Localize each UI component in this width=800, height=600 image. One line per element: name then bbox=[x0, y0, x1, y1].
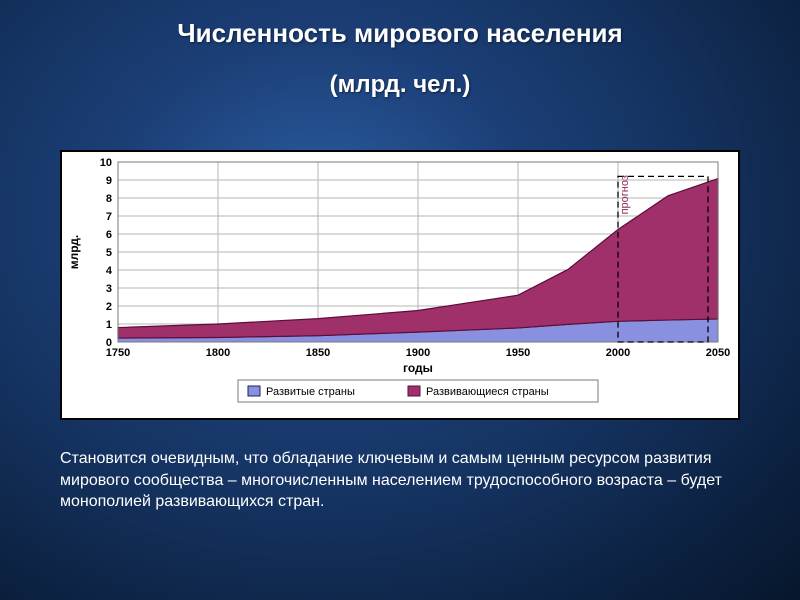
legend-label: Развивающиеся страны bbox=[426, 386, 549, 398]
svg-text:2000: 2000 bbox=[606, 347, 630, 359]
svg-text:6: 6 bbox=[106, 229, 112, 241]
svg-text:1850: 1850 bbox=[306, 347, 330, 359]
svg-text:2: 2 bbox=[106, 301, 112, 313]
svg-text:2050: 2050 bbox=[706, 347, 730, 359]
svg-text:3: 3 bbox=[106, 283, 112, 295]
legend-swatch bbox=[408, 386, 420, 396]
legend-label: Развитые страны bbox=[266, 386, 355, 398]
forecast-label: прогноз bbox=[619, 175, 631, 214]
title-block: Численность мирового населения (млрд. че… bbox=[0, 0, 800, 99]
svg-text:7: 7 bbox=[106, 211, 112, 223]
svg-text:5: 5 bbox=[106, 247, 112, 259]
slide-subtitle: (млрд. чел.) bbox=[0, 71, 800, 99]
svg-text:4: 4 bbox=[106, 265, 113, 277]
svg-text:9: 9 bbox=[106, 175, 112, 187]
svg-text:10: 10 bbox=[100, 157, 112, 169]
svg-text:8: 8 bbox=[106, 193, 112, 205]
svg-text:1900: 1900 bbox=[406, 347, 430, 359]
x-axis-label: годы bbox=[403, 361, 433, 375]
svg-text:1750: 1750 bbox=[106, 347, 130, 359]
y-axis-label: млрд. bbox=[67, 235, 81, 269]
svg-text:1800: 1800 bbox=[206, 347, 230, 359]
slide-title: Численность мирового населения bbox=[0, 18, 800, 49]
slide: Численность мирового населения (млрд. че… bbox=[0, 0, 800, 600]
svg-text:1950: 1950 bbox=[506, 347, 530, 359]
population-chart: 0123456789101750180018501900195020002050… bbox=[60, 150, 740, 420]
svg-text:1: 1 bbox=[106, 319, 112, 331]
legend-swatch bbox=[248, 386, 260, 396]
slide-caption: Становится очевидным, что обладание ключ… bbox=[60, 448, 740, 513]
